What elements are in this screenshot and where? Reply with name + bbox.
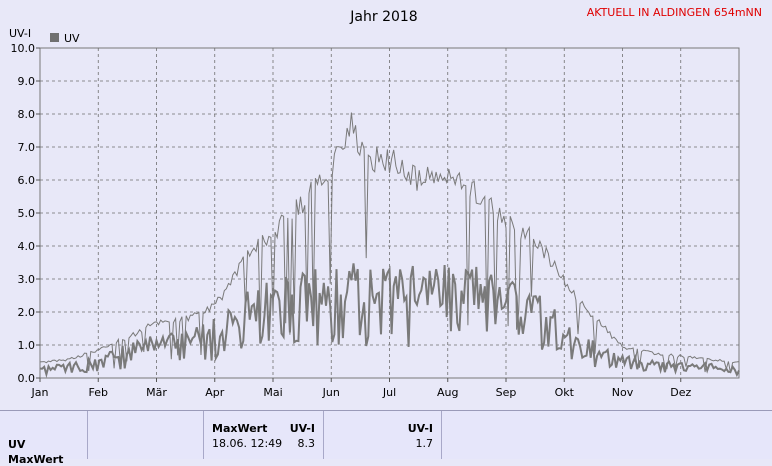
max-title: MaxWert xyxy=(212,422,267,435)
y-axis-label: UV-I xyxy=(9,27,31,40)
empty-cell xyxy=(88,411,204,459)
max-date: 18.06. 12:49 xyxy=(212,437,282,450)
y-tick-label: 1.0 xyxy=(18,339,36,352)
x-tick-label: Mai xyxy=(263,386,282,399)
y-tick-label: 4.0 xyxy=(18,240,36,253)
legend-swatch xyxy=(50,33,59,42)
x-tick-label: Jun xyxy=(322,386,340,399)
x-tick-label: Nov xyxy=(612,386,634,399)
x-tick-label: Sep xyxy=(496,386,517,399)
current-cell: UV-I 1.7 xyxy=(324,411,442,459)
y-tick-label: 2.0 xyxy=(18,306,36,319)
chart-title: Jahr 2018 xyxy=(349,9,417,25)
y-tick-label: 8.0 xyxy=(18,108,36,121)
x-tick-label: Aug xyxy=(437,386,458,399)
y-tick-label: 3.0 xyxy=(18,273,36,286)
x-tick-label: Okt xyxy=(555,386,575,399)
y-tick-label: 0.0 xyxy=(18,372,36,385)
row-label-cell: UV MaxWert xyxy=(0,411,88,459)
max-unit: UV-I xyxy=(290,422,315,435)
x-tick-label: Dez xyxy=(670,386,691,399)
uv-chart: Jahr 2018 AKTUELL IN ALDINGEN 654mNN UV-… xyxy=(0,0,772,410)
x-tick-label: Apr xyxy=(205,386,225,399)
current-unit: UV-I xyxy=(408,422,433,435)
y-tick-label: 9.0 xyxy=(18,75,36,88)
y-tick-label: 5.0 xyxy=(18,207,36,220)
summary-table: UV MaxWert MaxWert UV-I 18.06. 12:49 8.3… xyxy=(0,410,772,459)
max-cell: MaxWert UV-I 18.06. 12:49 8.3 xyxy=(204,411,324,459)
legend-label: UV xyxy=(64,32,80,45)
x-tick-label: Mär xyxy=(146,386,167,399)
row-label-2: MaxWert xyxy=(8,453,63,466)
y-tick-label: 7.0 xyxy=(18,141,36,154)
x-tick-label: Feb xyxy=(89,386,108,399)
row-label: UV xyxy=(8,438,25,451)
y-tick-label: 6.0 xyxy=(18,174,36,187)
x-tick-label: Jul xyxy=(382,386,396,399)
y-tick-label: 10.0 xyxy=(11,42,36,55)
x-tick-label: Jan xyxy=(31,386,49,399)
current-value: 1.7 xyxy=(416,437,434,450)
max-value: 8.3 xyxy=(298,437,316,450)
station-label: AKTUELL IN ALDINGEN 654mNN xyxy=(587,6,762,19)
